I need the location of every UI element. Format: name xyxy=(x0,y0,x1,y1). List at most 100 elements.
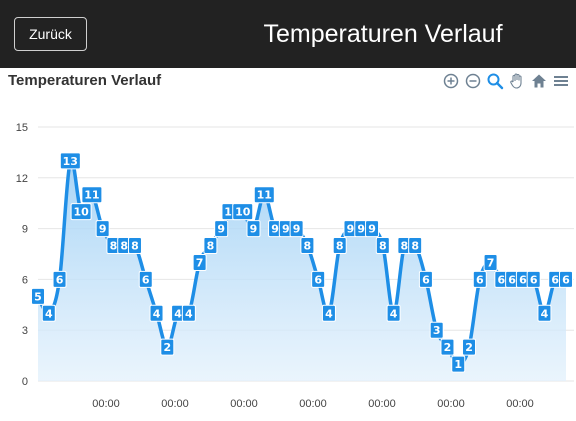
data-label: 4 xyxy=(41,304,56,322)
data-label-text: 6 xyxy=(422,273,430,286)
data-label-text: 4 xyxy=(185,307,193,320)
data-label: 3 xyxy=(429,321,444,339)
data-label-box xyxy=(300,237,315,255)
data-label: 9 xyxy=(289,220,304,238)
data-label-text: 4 xyxy=(45,307,53,320)
data-label-text: 8 xyxy=(336,240,344,253)
data-label: 8 xyxy=(203,237,218,255)
data-label-box xyxy=(451,355,466,373)
data-label-box xyxy=(289,220,304,238)
data-label-box xyxy=(181,304,196,322)
chart-title: Temperaturen Verlauf xyxy=(8,72,162,89)
zoom-in-icon[interactable] xyxy=(442,72,460,90)
data-label-box xyxy=(81,186,103,204)
data-label: 8 xyxy=(332,237,347,255)
data-label-box xyxy=(41,304,56,322)
data-label-box xyxy=(127,237,142,255)
data-label-text: 8 xyxy=(110,240,118,253)
data-label: 9 xyxy=(246,220,261,238)
page-title: Temperaturen Verlauf xyxy=(263,20,503,48)
data-label-box xyxy=(31,287,45,305)
home-reset-icon[interactable] xyxy=(530,72,548,90)
data-label: 11 xyxy=(253,186,275,204)
data-label: 8 xyxy=(106,237,121,255)
data-label-box xyxy=(408,237,423,255)
data-label: 9 xyxy=(95,220,110,238)
data-label-text: 9 xyxy=(250,223,258,236)
zoom-selection-icon[interactable] xyxy=(486,72,504,90)
data-label: 10 xyxy=(232,203,254,221)
menu-icon[interactable] xyxy=(552,72,570,90)
data-label-text: 11 xyxy=(84,189,99,202)
data-label-box xyxy=(59,152,81,170)
data-label-text: 8 xyxy=(379,240,387,253)
x-axis-labels: 00:00 00:00 00:00 00:00 00:00 00:00 00:00 xyxy=(92,398,534,410)
data-label: 6 xyxy=(138,270,153,288)
data-label-text: 6 xyxy=(519,273,527,286)
data-label: 7 xyxy=(483,253,498,271)
data-label-box xyxy=(386,304,401,322)
data-label: 6 xyxy=(559,270,573,288)
zoom-out-icon[interactable] xyxy=(464,72,482,90)
y-tick-label: 3 xyxy=(22,325,28,337)
data-label-text: 8 xyxy=(207,240,215,253)
pan-hand-icon[interactable] xyxy=(508,72,526,90)
data-label: 2 xyxy=(462,338,477,356)
data-label-box xyxy=(95,220,110,238)
x-tick-label: 00:00 xyxy=(437,398,465,410)
data-label-text: 6 xyxy=(498,273,506,286)
y-tick-label: 0 xyxy=(22,376,28,388)
back-button[interactable]: Zurück xyxy=(14,17,87,51)
x-tick-label: 00:00 xyxy=(299,398,327,410)
data-label: 13 xyxy=(59,152,81,170)
data-label-box xyxy=(365,220,380,238)
data-label-box xyxy=(559,270,573,288)
data-label: 8 xyxy=(375,237,390,255)
y-axis-labels: 0 3 6 9 12 15 xyxy=(16,122,28,388)
data-label: 7 xyxy=(192,253,207,271)
data-label-box xyxy=(537,304,552,322)
data-label: 6 xyxy=(515,270,530,288)
data-label-box xyxy=(321,304,336,322)
data-label-text: 9 xyxy=(217,223,225,236)
data-label-text: 9 xyxy=(282,223,290,236)
data-label-text: 9 xyxy=(99,223,107,236)
data-label: 4 xyxy=(537,304,552,322)
y-tick-label: 12 xyxy=(16,173,28,185)
data-label-text: 9 xyxy=(368,223,376,236)
data-label-box xyxy=(311,270,326,288)
data-label: 11 xyxy=(81,186,103,204)
data-label: 4 xyxy=(321,304,336,322)
data-label: 8 xyxy=(397,237,412,255)
data-label-text: 8 xyxy=(131,240,139,253)
data-label-box xyxy=(332,237,347,255)
data-label-text: 2 xyxy=(163,341,171,354)
data-label-text: 10 xyxy=(73,206,89,219)
data-label-text: 6 xyxy=(142,273,150,286)
data-label-box xyxy=(149,304,164,322)
data-label: 5 xyxy=(31,287,45,305)
data-label-text: 9 xyxy=(357,223,365,236)
data-label-box xyxy=(483,253,498,271)
y-tick-label: 9 xyxy=(22,224,28,236)
data-label-box xyxy=(138,270,153,288)
data-label-box xyxy=(440,338,455,356)
data-label-text: 3 xyxy=(433,324,441,337)
data-label-text: 9 xyxy=(293,223,301,236)
data-label: 6 xyxy=(311,270,326,288)
data-label-text: 6 xyxy=(530,273,538,286)
data-label-text: 6 xyxy=(314,273,322,286)
data-label-box xyxy=(192,253,207,271)
data-label-text: 11 xyxy=(257,189,272,202)
data-label-text: 4 xyxy=(153,307,161,320)
data-label: 6 xyxy=(472,270,487,288)
data-label-text: 13 xyxy=(63,155,78,168)
data-label-box xyxy=(253,186,275,204)
data-label: 9 xyxy=(214,220,229,238)
data-label-text: 4 xyxy=(541,307,549,320)
data-label-box xyxy=(160,338,175,356)
data-label-text: 6 xyxy=(562,273,570,286)
data-label: 6 xyxy=(526,270,541,288)
